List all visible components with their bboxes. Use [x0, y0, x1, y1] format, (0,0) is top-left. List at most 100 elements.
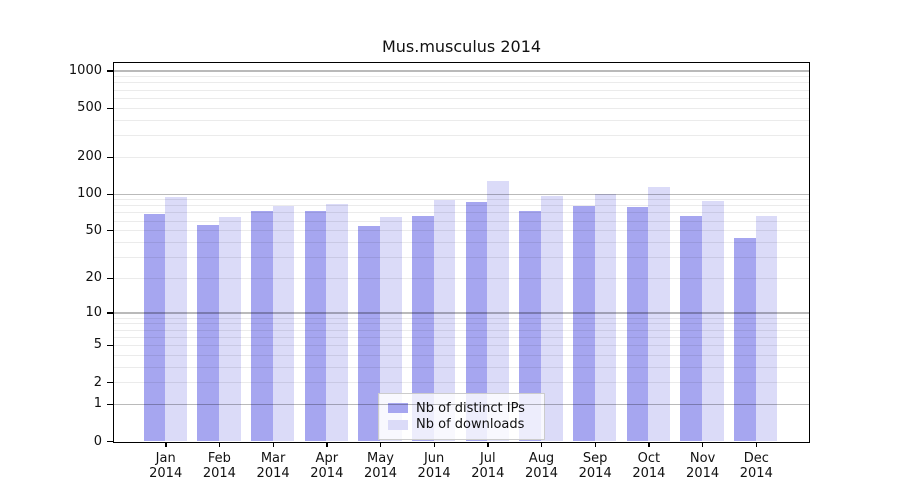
gridline-900 [114, 76, 809, 78]
x-tick-label-oct: Oct 2014 [632, 451, 666, 481]
y-tick-label-2: 2 [93, 374, 102, 390]
bar-distinct-ips-mar [250, 210, 273, 441]
plot-area: Nb of distinct IPs Nb of downloads [113, 62, 810, 443]
x-tick-mark-jul [487, 441, 489, 447]
gridline-5 [114, 344, 809, 346]
x-tick-label-nov: Nov 2014 [686, 451, 720, 481]
bar-distinct-ips-sep [573, 206, 595, 441]
gridline-80 [114, 205, 809, 207]
bar-distinct-ips-feb [197, 225, 219, 441]
y-tick-mark-500 [107, 107, 113, 109]
chart-title: Mus.musculus 2014 [381, 37, 542, 56]
gridline-20 [114, 277, 809, 279]
bar-downloads-nov [702, 200, 724, 441]
x-tick-label-sep: Sep 2014 [578, 451, 612, 481]
bar-distinct-ips-oct [626, 206, 649, 441]
x-tick-label-apr: Apr 2014 [310, 451, 344, 481]
legend-swatch-distinct-ips [388, 403, 408, 414]
gridline-300 [114, 134, 809, 136]
y-tick-mark-5 [107, 344, 113, 347]
gridline-40 [114, 241, 809, 243]
y-tick-mark-2 [107, 382, 113, 384]
y-tick-mark-10 [107, 312, 113, 314]
legend: Nb of distinct IPs Nb of downloads [378, 393, 545, 440]
x-tick-label-feb: Feb 2014 [202, 451, 236, 481]
x-tick-label-jul: Jul 2014 [471, 451, 505, 481]
legend-item-distinct-ips: Nb of distinct IPs [388, 401, 535, 416]
y-tick-label-500: 500 [77, 100, 102, 116]
y-tick-label-0: 0 [93, 433, 102, 449]
gridline-6 [114, 336, 809, 338]
y-tick-label-50: 50 [85, 222, 102, 238]
x-tick-label-dec: Dec 2014 [739, 451, 773, 481]
x-tick-mark-aug [541, 441, 543, 447]
y-tick-label-1: 1 [93, 396, 102, 412]
bar-downloads-sep [594, 193, 617, 441]
y-tick-mark-1000 [107, 70, 113, 72]
gridline-3 [114, 366, 809, 368]
bar-downloads-mar [272, 206, 295, 441]
gridline-7 [114, 329, 809, 331]
bar-downloads-feb [218, 217, 241, 441]
y-tick-mark-1 [107, 403, 113, 406]
bar-distinct-ips-nov [680, 216, 703, 441]
x-tick-mark-sep [594, 441, 597, 447]
x-tick-mark-mar [272, 441, 274, 447]
x-tick-mark-dec [755, 441, 758, 447]
bar-downloads-oct [648, 187, 671, 441]
gridline-700 [114, 89, 809, 91]
gridline-10 [114, 312, 809, 314]
legend-swatch-downloads [388, 419, 408, 430]
x-tick-label-mar: Mar 2014 [256, 451, 290, 481]
y-tick-mark-100 [107, 193, 113, 195]
bars-layer [114, 63, 809, 442]
legend-label-downloads: Nb of downloads [416, 417, 525, 433]
x-tick-mark-may [380, 441, 382, 447]
bar-downloads-apr [326, 204, 348, 441]
gridlines-layer [114, 63, 809, 442]
gridline-600 [114, 97, 809, 99]
gridline-100 [114, 193, 809, 195]
x-tick-label-may: May 2014 [363, 451, 398, 481]
bar-downloads-dec [755, 216, 778, 441]
gridline-90 [114, 199, 809, 201]
gridline-2 [114, 382, 809, 384]
gridline-70 [114, 212, 809, 214]
x-tick-label-jan: Jan 2014 [149, 451, 183, 481]
y-tick-label-10: 10 [85, 304, 102, 320]
gridline-50 [114, 230, 809, 232]
bar-distinct-ips-jan [143, 213, 166, 441]
x-tick-mark-apr [326, 441, 328, 447]
gridline-9 [114, 317, 809, 319]
x-tick-mark-jan [165, 441, 167, 447]
y-tick-mark-0 [107, 441, 113, 443]
gridline-30 [114, 256, 809, 258]
x-tick-mark-feb [218, 441, 221, 447]
gridline-400 [114, 119, 809, 121]
y-tick-mark-20 [107, 277, 113, 280]
y-tick-label-20: 20 [85, 270, 102, 286]
y-tick-label-100: 100 [77, 186, 102, 201]
gridline-500 [114, 107, 809, 109]
gridline-4 [114, 354, 809, 356]
bar-distinct-ips-apr [304, 210, 327, 441]
x-tick-label-aug: Aug 2014 [524, 451, 559, 481]
y-tick-mark-50 [107, 230, 113, 232]
y-tick-label-1000: 1000 [68, 62, 102, 78]
y-tick-label-5: 5 [93, 337, 102, 353]
bar-distinct-ips-may [358, 226, 380, 441]
gridline-8 [114, 323, 809, 325]
bar-distinct-ips-dec [734, 238, 756, 441]
y-tick-label-200: 200 [77, 149, 102, 165]
gridline-60 [114, 220, 809, 222]
x-tick-mark-jun [433, 441, 435, 447]
bar-downloads-jan [165, 196, 187, 441]
y-tick-mark-200 [107, 156, 113, 158]
gridline-200 [114, 156, 809, 158]
gridline-800 [114, 82, 809, 84]
x-tick-mark-nov [702, 441, 704, 447]
x-tick-mark-oct [648, 441, 650, 447]
x-tick-label-jun: Jun 2014 [417, 451, 451, 481]
gridline-1000 [114, 70, 809, 72]
